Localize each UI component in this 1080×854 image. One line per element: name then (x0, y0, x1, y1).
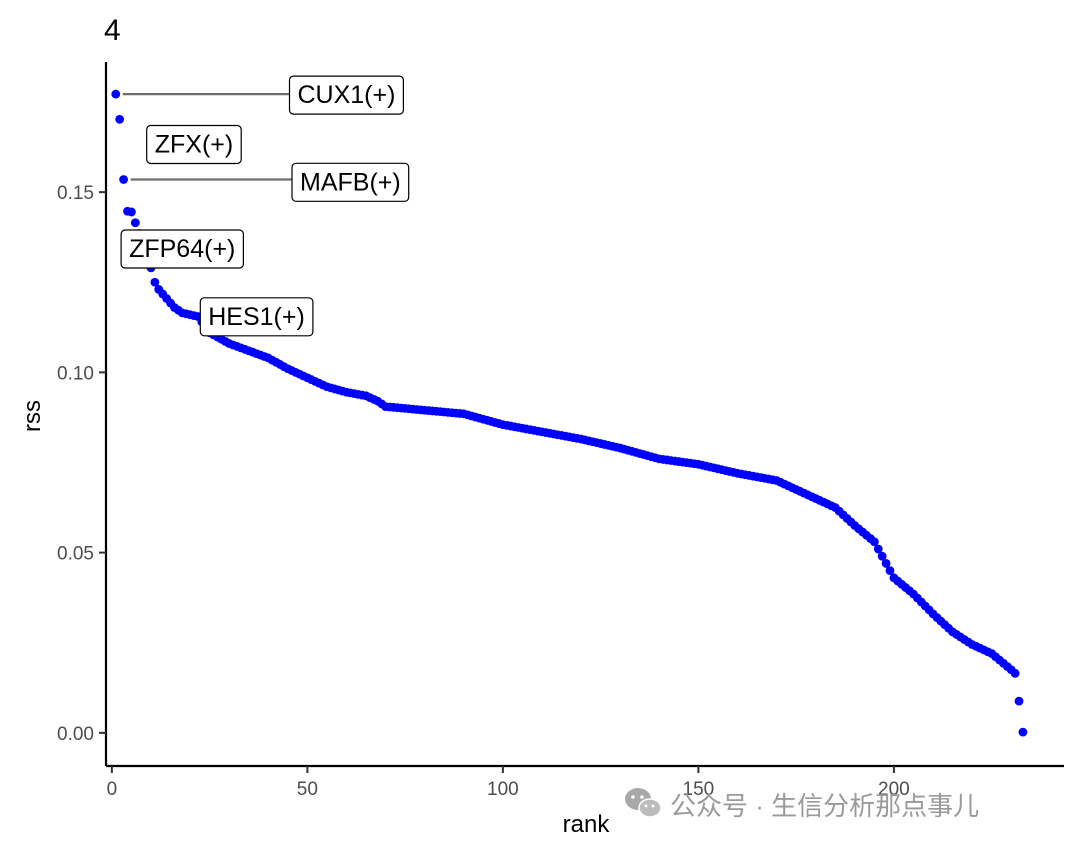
data-point (115, 114, 125, 124)
watermark: 公众号 · 生信分析那点事儿 (625, 788, 979, 821)
data-point (869, 537, 879, 547)
label-box (291, 162, 410, 202)
data-point (119, 175, 128, 184)
panel-tag: 4 (104, 14, 121, 47)
label-text: HES1(+) (208, 303, 305, 331)
data-point (150, 277, 160, 287)
x-tick-label: 100 (487, 779, 519, 800)
data-point (885, 566, 895, 576)
data-point (1010, 668, 1020, 678)
label-text: ZFP64(+) (129, 235, 235, 263)
point-label: HES1(+) (199, 297, 314, 337)
y-tick-label: 0.10 (57, 363, 94, 384)
x-tick-label: 150 (683, 779, 715, 800)
y-tick-label: 0.00 (57, 724, 94, 745)
data-point (873, 544, 883, 554)
label-text: MAFB(+) (300, 168, 401, 196)
point-labels: CUX1(+) ZFX(+) MAFB(+) ZFP64(+) HES1(+) (120, 75, 410, 337)
data-point (1018, 727, 1028, 737)
label-box (288, 75, 405, 115)
x-tick-label: 50 (297, 779, 318, 800)
point-label: CUX1(+) (288, 75, 405, 115)
points-layer (111, 89, 1028, 737)
data-point (111, 89, 121, 99)
x-axis-title: rank (563, 811, 611, 838)
x-tick-label: 200 (878, 779, 910, 800)
y-tick-label: 0.05 (57, 544, 94, 565)
data-point (881, 559, 891, 568)
point-label: ZFP64(+) (120, 229, 245, 269)
x-tick-label: 0 (107, 779, 118, 800)
label-box (199, 297, 314, 337)
point-label: MAFB(+) (291, 162, 410, 202)
point-label: ZFX(+) (146, 124, 242, 165)
label-text: ZFX(+) (155, 130, 233, 158)
label-box (120, 229, 245, 269)
y-tick-label: 0.15 (57, 183, 94, 204)
wechat-icon (625, 788, 662, 818)
y-axis-title: rss (19, 400, 46, 432)
watermark-text: 公众号 · 生信分析那点事儿 (670, 791, 979, 821)
axes: 0 50 100 150 200 0.00 0.05 0.10 0.15 (57, 62, 1064, 800)
data-point (877, 551, 887, 561)
data-point (127, 207, 136, 217)
label-box (146, 124, 242, 165)
label-text: CUX1(+) (298, 81, 396, 109)
data-point (130, 218, 140, 228)
data-point (1014, 696, 1024, 706)
